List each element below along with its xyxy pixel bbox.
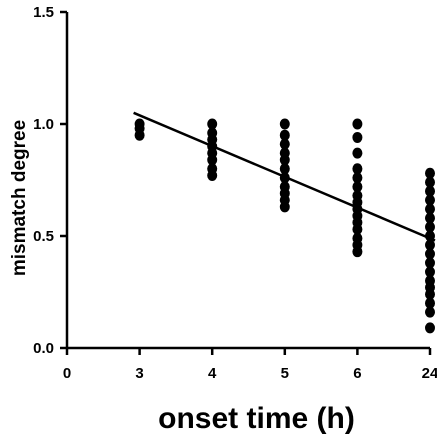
data-point [425,297,435,309]
data-point [425,167,435,179]
data-point [352,223,363,235]
data-point [425,288,435,300]
data-point [134,129,145,141]
x-axis-title: onset time (h) [158,402,355,435]
data-point [425,230,435,242]
data-point [207,154,218,166]
y-tick-label: 1.0 [33,116,54,133]
x-tick-label: 6 [353,365,361,382]
data-point [207,170,218,182]
x-tick-label: 3 [135,365,143,382]
data-point [207,118,218,130]
data-point [425,322,435,334]
x-tick-label: 5 [281,365,289,382]
y-tick-label: 1.5 [33,4,54,21]
y-ticks: 0.0 0.5 1.0 1.5 [33,4,67,357]
data-point [352,172,363,184]
x-tick-label: 24 [422,365,437,382]
data-point [425,221,435,233]
data-point [425,185,435,197]
data-point [425,248,435,260]
data-point [279,201,290,213]
data-point [352,131,363,143]
data-point [425,194,435,206]
x-ticks: 0 3 4 5 6 24 [63,348,437,382]
data-point [279,163,290,175]
data-point [279,154,290,166]
data-point [425,266,435,278]
data-point [425,239,435,251]
axes [65,12,430,350]
data-point [352,118,363,130]
x-tick-label: 0 [63,365,71,382]
data-point [425,306,435,318]
y-tick-label: 0.0 [33,340,54,357]
data-point [352,163,363,175]
y-tick-label: 0.5 [33,228,54,245]
data-point [425,257,435,269]
data-point [425,176,435,188]
data-point [279,129,290,141]
data-point [352,147,363,159]
data-point [352,246,363,258]
x-tick-label: 4 [208,365,217,382]
data-point [279,172,290,184]
y-axis-title: mismatch degree [9,120,30,276]
data-point [425,203,435,215]
data-points [134,118,435,334]
data-point [352,181,363,193]
data-point [279,138,290,150]
data-point [425,212,435,224]
data-point [279,118,290,130]
